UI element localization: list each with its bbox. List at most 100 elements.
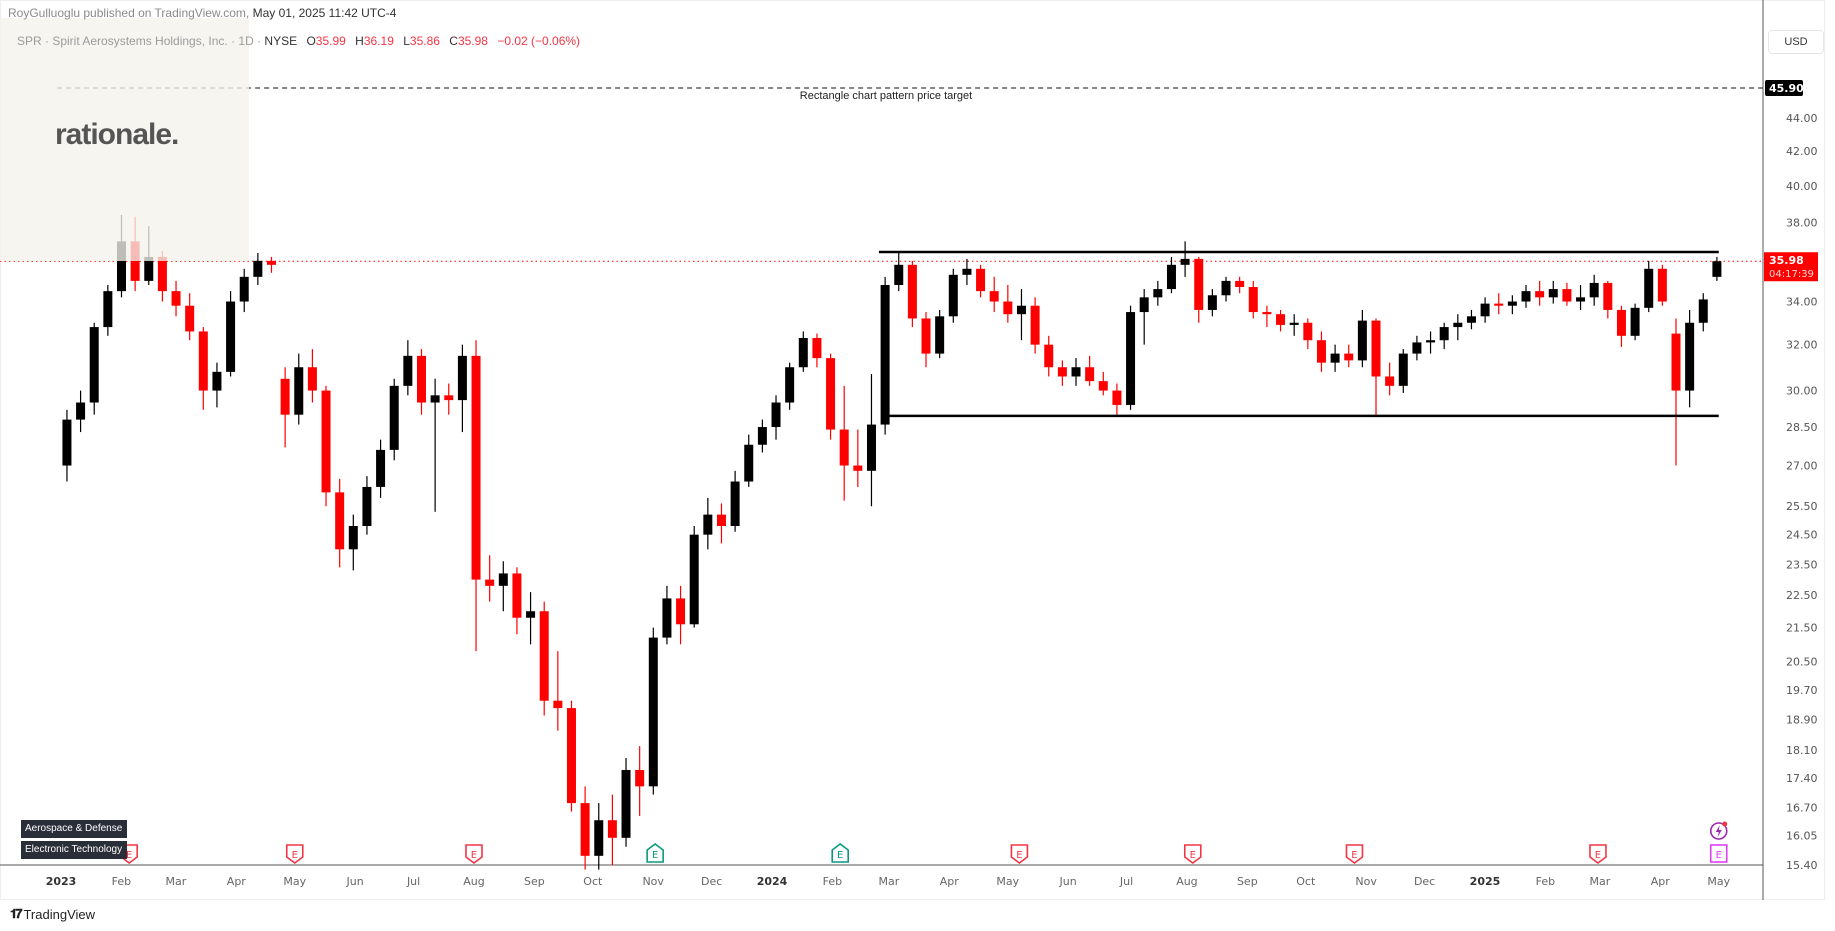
candle[interactable]: [948, 268, 958, 323]
candle[interactable]: [539, 601, 549, 716]
earnings-marker[interactable]: E: [1183, 844, 1202, 864]
candle[interactable]: [730, 470, 740, 532]
candle[interactable]: [839, 385, 849, 501]
candle[interactable]: [1644, 260, 1654, 313]
candle[interactable]: [1016, 289, 1026, 341]
candle[interactable]: [635, 746, 645, 816]
candle[interactable]: [1235, 276, 1245, 294]
candle[interactable]: [498, 561, 508, 612]
candle[interactable]: [1453, 314, 1463, 341]
candle[interactable]: [266, 256, 276, 273]
candle[interactable]: [430, 378, 440, 512]
candle[interactable]: [1139, 289, 1149, 345]
candle[interactable]: [362, 476, 372, 535]
candle[interactable]: [76, 390, 86, 433]
tradingview-logo[interactable]: 𝟏𝟕 TradingView: [10, 906, 95, 922]
candle[interactable]: [1262, 305, 1272, 328]
candle[interactable]: [280, 367, 290, 448]
candle[interactable]: [1657, 264, 1667, 306]
candle[interactable]: [1044, 335, 1054, 377]
candle[interactable]: [1494, 293, 1504, 315]
candle[interactable]: [1303, 318, 1313, 350]
candle[interactable]: [1698, 293, 1708, 332]
candle[interactable]: [716, 503, 726, 544]
candle[interactable]: [512, 567, 522, 635]
earnings-marker[interactable]: E: [465, 844, 483, 864]
candle[interactable]: [198, 327, 208, 410]
candle[interactable]: [798, 331, 808, 372]
candle[interactable]: [1398, 349, 1408, 393]
candle[interactable]: [907, 260, 917, 328]
candle[interactable]: [294, 353, 304, 425]
candle[interactable]: [171, 280, 181, 317]
candle[interactable]: [348, 514, 358, 571]
candle[interactable]: [1330, 344, 1340, 372]
candle[interactable]: [785, 362, 795, 410]
candle[interactable]: [403, 340, 413, 396]
candle[interactable]: [744, 434, 754, 487]
candle[interactable]: [1207, 289, 1217, 317]
candle[interactable]: [1166, 256, 1176, 294]
candle[interactable]: [1712, 256, 1722, 281]
candle[interactable]: [921, 312, 931, 368]
industry-tag[interactable]: Electronic Technology: [21, 841, 127, 859]
candle[interactable]: [1685, 309, 1695, 408]
candle[interactable]: [376, 439, 386, 498]
candle[interactable]: [1126, 305, 1136, 410]
candle[interactable]: [894, 251, 904, 292]
candle[interactable]: [62, 409, 72, 482]
candle[interactable]: [1112, 383, 1122, 415]
candle[interactable]: [866, 374, 876, 507]
candle[interactable]: [621, 757, 631, 847]
candle[interactable]: [989, 276, 999, 313]
candle[interactable]: [89, 322, 99, 415]
candle[interactable]: [335, 478, 345, 568]
candle[interactable]: [1071, 358, 1081, 386]
candle[interactable]: [239, 268, 249, 313]
candle[interactable]: [771, 395, 781, 440]
candle[interactable]: [935, 309, 945, 359]
earnings-marker[interactable]: E: [1010, 844, 1029, 864]
candle[interactable]: [566, 700, 576, 812]
candle[interactable]: [1576, 284, 1586, 310]
candle[interactable]: [607, 794, 617, 865]
candle[interactable]: [485, 555, 495, 602]
candle[interactable]: [526, 592, 536, 645]
candle[interactable]: [1616, 305, 1626, 347]
earnings-marker[interactable]: E: [1345, 844, 1364, 864]
sector-tag[interactable]: Aerospace & Defense: [21, 820, 127, 838]
candle[interactable]: [1248, 280, 1258, 319]
candle[interactable]: [1098, 371, 1108, 396]
candle[interactable]: [1030, 297, 1040, 354]
candle[interactable]: [648, 627, 658, 795]
candle[interactable]: [880, 276, 890, 435]
earnings-marker[interactable]: E: [1589, 844, 1607, 864]
candle[interactable]: [826, 353, 836, 440]
candle[interactable]: [444, 383, 454, 415]
candle[interactable]: [1357, 309, 1367, 368]
candle[interactable]: [1507, 295, 1517, 315]
candle[interactable]: [976, 264, 986, 298]
earnings-marker[interactable]: E: [285, 844, 304, 864]
candle[interactable]: [1194, 256, 1204, 323]
candle[interactable]: [689, 525, 699, 628]
candle[interactable]: [1630, 303, 1640, 341]
candle[interactable]: [307, 349, 317, 403]
candle[interactable]: [962, 258, 972, 285]
candle[interactable]: [676, 585, 686, 645]
candle[interactable]: [1276, 309, 1286, 332]
candle[interactable]: [389, 378, 399, 461]
candle[interactable]: [1371, 318, 1381, 418]
currency-button[interactable]: USD: [1768, 30, 1824, 54]
candle[interactable]: [1057, 360, 1067, 386]
candle[interactable]: [553, 651, 563, 731]
candle[interactable]: [321, 385, 331, 507]
candle[interactable]: [1439, 322, 1449, 350]
candle[interactable]: [226, 291, 236, 377]
candle[interactable]: [253, 252, 263, 285]
candle[interactable]: [457, 344, 467, 433]
candle[interactable]: [1153, 280, 1163, 306]
candle[interactable]: [853, 429, 863, 487]
candle[interactable]: [703, 497, 713, 550]
